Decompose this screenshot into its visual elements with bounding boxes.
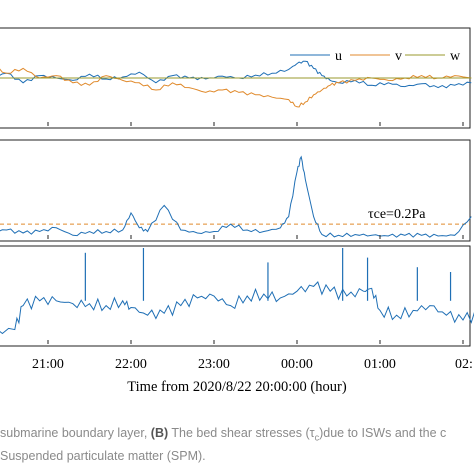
figure-caption: submarine boundary layer, (B) The bed sh… bbox=[0, 424, 474, 465]
series-line-u bbox=[0, 60, 472, 89]
x-tick-label: 22:00 bbox=[115, 357, 147, 372]
caption-line-2: Suspended particulate matter (SPM). bbox=[0, 448, 206, 463]
x-tick-label: 21:00 bbox=[32, 357, 64, 372]
caption-panel-label: (B) bbox=[150, 426, 169, 440]
x-axis-label: Time from 2020/8/22 20:00:00 (hour) bbox=[127, 379, 347, 395]
caption-text: The bed shear stresses (τ bbox=[168, 426, 315, 440]
legend-label-v: v bbox=[395, 49, 402, 64]
x-axis: 21:00 22:00 23:00 00:00 01:00 02: Time f… bbox=[32, 357, 473, 395]
figure: u v w τce=0.2Pa 21:00 22:00 23:00 00:00 … bbox=[0, 27, 474, 395]
legend-label-u: u bbox=[335, 49, 342, 64]
caption-line-1: submarine boundary layer, (B) The bed sh… bbox=[0, 424, 474, 447]
legend: u v w bbox=[290, 49, 461, 64]
panel-a-plot bbox=[0, 60, 472, 108]
panel-b-frame bbox=[0, 139, 471, 242]
panel-b-plot bbox=[0, 155, 472, 238]
x-tick-label: 01:00 bbox=[364, 357, 396, 372]
legend-label-w: w bbox=[450, 49, 461, 64]
threshold-annotation: τce=0.2Pa bbox=[368, 207, 426, 222]
x-tick-label: 00:00 bbox=[281, 357, 313, 372]
caption-text: submarine boundary layer, bbox=[0, 426, 151, 440]
series-line bbox=[0, 281, 474, 335]
panel-c-plot bbox=[0, 248, 474, 335]
x-tick-label: 02: bbox=[455, 357, 473, 372]
caption-subscript: c bbox=[314, 432, 320, 443]
x-tick-label: 23:00 bbox=[198, 357, 230, 372]
series-line-v bbox=[0, 67, 472, 108]
series-line bbox=[0, 155, 472, 238]
caption-text: )due to ISWs and the c bbox=[319, 426, 447, 440]
panel-c-frame bbox=[0, 245, 471, 347]
